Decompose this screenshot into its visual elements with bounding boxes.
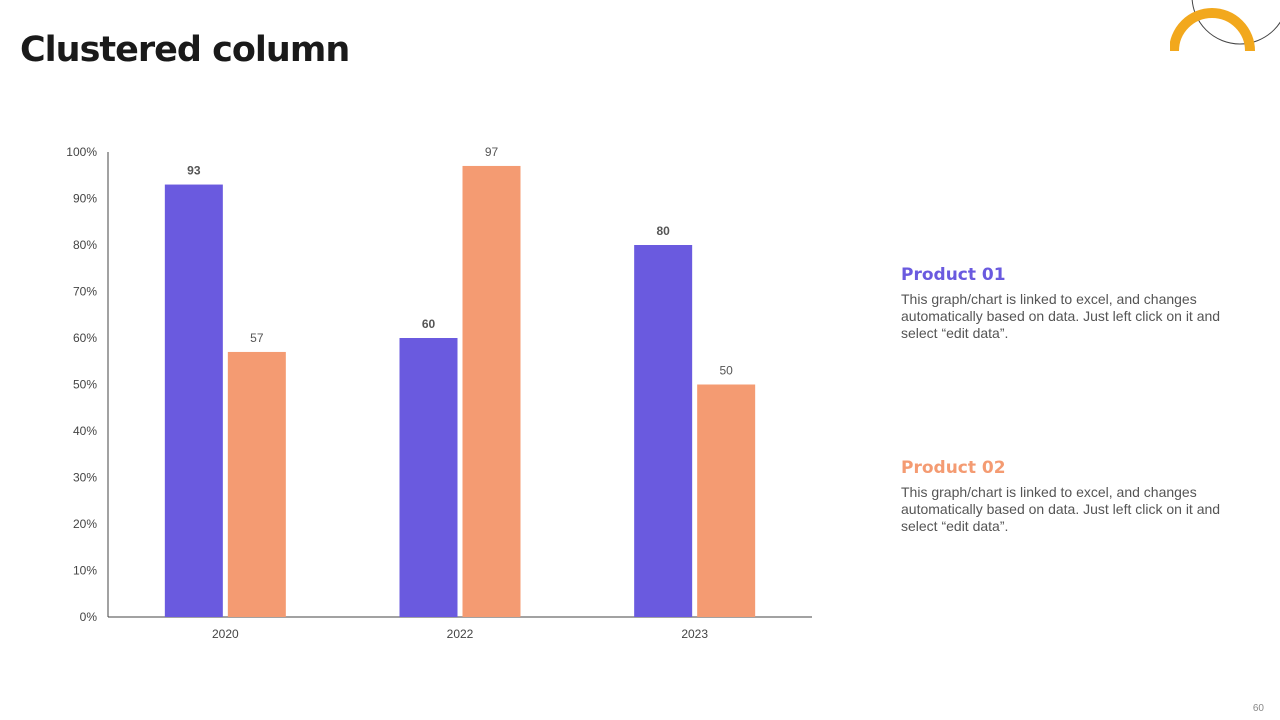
data-label: 60 [422, 317, 436, 331]
data-label: 50 [719, 364, 733, 378]
y-tick-label: 100% [66, 145, 97, 159]
bar-product-01-2022 [399, 338, 458, 617]
x-tick-label: 2022 [447, 627, 474, 641]
bar-product-01-2020 [164, 184, 223, 618]
slide-title: Clustered column [20, 30, 350, 70]
legend-product-02-text: This graph/chart is linked to excel, and… [901, 484, 1221, 534]
y-tick-label: 70% [73, 285, 97, 299]
legend-product-01: Product 01 This graph/chart is linked to… [901, 265, 1251, 342]
bar-product-01-2023 [634, 245, 693, 617]
bar-product-02-2022 [462, 165, 521, 617]
legend-product-02: Product 02 This graph/chart is linked to… [901, 458, 1251, 535]
y-tick-label: 20% [73, 517, 97, 531]
x-tick-label: 2020 [212, 627, 239, 641]
y-tick-label: 10% [73, 564, 97, 578]
y-tick-label: 90% [73, 192, 97, 206]
data-label: 57 [250, 331, 264, 345]
data-label: 97 [485, 145, 499, 159]
clustered-column-chart: 0% 10% 20% 30% 40% 50% 60% 70% 80% 90% 100% 93 57 60… [66, 145, 812, 641]
y-tick-label: 80% [73, 238, 97, 252]
data-label: 80 [656, 224, 670, 238]
y-tick-label: 40% [73, 424, 97, 438]
y-tick-label: 30% [73, 471, 97, 485]
x-tick-label: 2023 [681, 627, 708, 641]
bar-product-02-2020 [227, 351, 286, 617]
y-tick-label: 60% [73, 331, 97, 345]
bar-product-02-2023 [697, 384, 756, 617]
legend-product-01-title: Product 01 [901, 265, 1006, 285]
page-number: 60 [1252, 703, 1264, 714]
data-label: 93 [187, 164, 201, 178]
decorative-arcs-icon [1170, 0, 1280, 52]
legend-product-01-text: This graph/chart is linked to excel, and… [901, 291, 1221, 341]
y-tick-label: 0% [80, 610, 98, 624]
y-tick-label: 50% [73, 378, 97, 392]
legend-product-02-title: Product 02 [901, 458, 1006, 478]
